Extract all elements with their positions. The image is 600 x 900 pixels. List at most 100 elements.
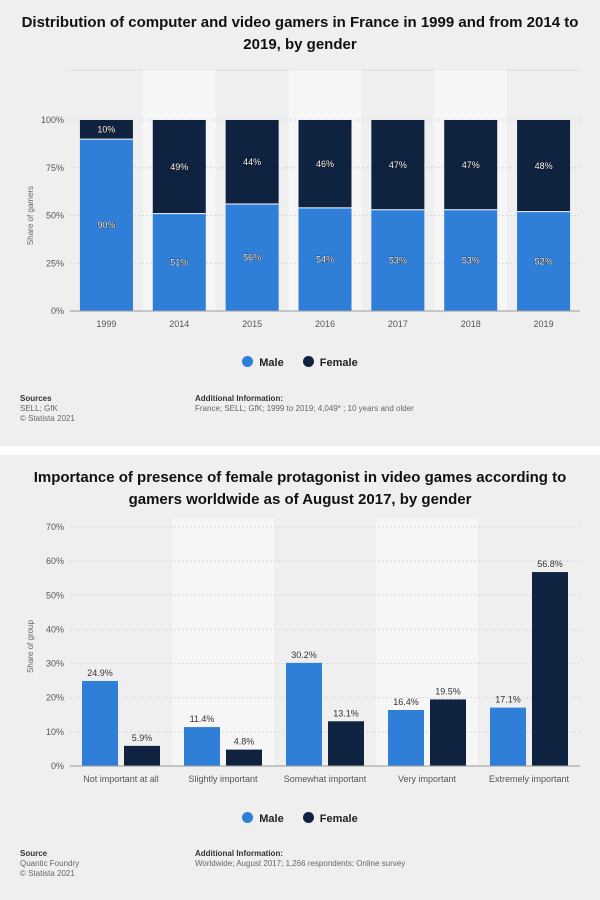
y-tick-label: 20% <box>46 693 64 703</box>
data-label-male: 53% <box>462 255 480 265</box>
bar-male <box>82 680 118 766</box>
bar-female <box>226 749 262 766</box>
bar-female-1999 <box>79 120 133 140</box>
legend: Male Female <box>0 812 600 825</box>
legend-swatch-male <box>242 812 254 823</box>
legend-swatch-female <box>302 356 314 367</box>
sources-heading: Source <box>20 849 48 858</box>
legend-label-male: Male <box>259 813 284 825</box>
legend-item-male[interactable]: Male <box>242 812 284 825</box>
x-tick-label: 2016 <box>315 319 335 329</box>
data-label-male: 51% <box>170 257 188 267</box>
panel-divider <box>0 446 600 455</box>
legend-item-male[interactable]: Male <box>242 356 284 369</box>
data-label-male: 24.9% <box>87 668 113 678</box>
x-tick-label: 2018 <box>461 319 481 329</box>
grouped-bar-chart: 0% 10% 20% 30% 40% 50% 60% 70% Share of group 24.… <box>26 519 580 784</box>
y-tick-label: 30% <box>46 659 64 669</box>
bar-female <box>532 572 568 766</box>
sources-block: Sources SELL; GfK © Statista 2021 <box>20 394 75 424</box>
legend-label-male: Male <box>259 357 284 369</box>
sources-block: Source Quantic Foundry © Statista 2021 <box>20 849 79 879</box>
data-label-female: 10% <box>97 125 115 135</box>
x-tick-label: 2019 <box>534 319 554 329</box>
data-label-female: 13.1% <box>333 708 359 718</box>
additional-info-heading: Additional Information: <box>195 394 283 403</box>
bar-male-1999 <box>79 139 133 311</box>
additional-info-heading: Additional Information: <box>195 849 283 858</box>
data-label-female: 49% <box>170 162 188 172</box>
data-label-male: 90% <box>97 220 115 230</box>
data-label-male: 52% <box>535 256 553 266</box>
x-tick-label: 2014 <box>169 319 189 329</box>
bar-female <box>430 699 466 766</box>
bar-female-2015 <box>225 120 279 205</box>
data-label-male: 54% <box>316 254 334 264</box>
bar-male-2014 <box>152 213 206 311</box>
additional-info-text: France; SELL; GfK; 1999 to 2019; 4,049* … <box>195 404 414 413</box>
data-label-male: 56% <box>243 253 261 263</box>
legend-label-female: Female <box>319 813 358 825</box>
chart-panel-female-protagonist: Importance of presence of female protago… <box>0 455 600 900</box>
data-label-female: 5.9% <box>132 733 153 743</box>
y-tick-label: 50% <box>46 211 64 221</box>
sources-line: SELL; GfK <box>20 404 58 413</box>
column-band <box>172 519 274 766</box>
data-label-female: 56.8% <box>537 559 563 569</box>
legend-swatch-male <box>242 356 254 367</box>
bar-female-2014 <box>152 120 206 214</box>
x-tick-label: 2015 <box>242 319 262 329</box>
x-tick-label: 2017 <box>388 319 408 329</box>
x-tick-label: Not important at all <box>83 774 159 784</box>
chart-title: Distribution of computer and video gamer… <box>21 14 579 53</box>
data-label-male: 17.1% <box>495 695 521 705</box>
y-tick-label: 60% <box>46 556 64 566</box>
sources-heading: Sources <box>20 394 52 403</box>
y-tick-label: 70% <box>46 522 64 532</box>
y-axis-label: Share of gamers <box>26 186 35 245</box>
data-label-female: 46% <box>316 159 334 169</box>
bar-female-2018 <box>444 120 498 210</box>
bar-male <box>286 662 322 766</box>
data-label-female: 4.8% <box>234 737 255 747</box>
sources-line[interactable]: © Statista 2021 <box>20 869 75 878</box>
x-tick-label: Slightly important <box>188 774 258 784</box>
y-tick-label: 0% <box>51 306 64 316</box>
x-tick-label: 1999 <box>96 319 116 329</box>
data-label-female: 44% <box>243 157 261 167</box>
bar-male <box>184 727 220 766</box>
y-tick-label: 75% <box>46 163 64 173</box>
additional-info-text: Worldwide; August 2017; 1,266 respondent… <box>195 859 406 868</box>
y-tick-label: 40% <box>46 624 64 634</box>
bar-male <box>388 710 424 766</box>
bar-female-2016 <box>298 120 352 208</box>
legend: Male Female <box>0 356 600 369</box>
x-tick-label: Extremely important <box>489 774 570 784</box>
y-tick-label: 50% <box>46 590 64 600</box>
bar-male-2018 <box>444 209 498 311</box>
y-tick-label: 25% <box>46 258 64 268</box>
bar-male-2016 <box>298 207 352 311</box>
y-tick-label: 100% <box>41 115 64 125</box>
y-tick-label: 10% <box>46 727 64 737</box>
data-label-male: 30.2% <box>291 650 317 660</box>
legend-item-female[interactable]: Female <box>302 356 358 369</box>
data-label-female: 48% <box>535 161 553 171</box>
legend-item-female[interactable]: Female <box>302 812 358 825</box>
additional-info-block: Additional Information: France; SELL; Gf… <box>195 394 414 414</box>
stacked-bar-chart: 0% 25% 50% 75% 100% Share of gamers 90% 10% 1999… <box>26 69 580 329</box>
bar-male-2015 <box>225 204 279 311</box>
y-tick-label: 0% <box>51 761 64 771</box>
bar-female <box>124 745 160 766</box>
data-label-female: 19.5% <box>435 686 461 696</box>
bar-male-2017 <box>371 209 425 311</box>
data-label-male: 11.4% <box>190 714 215 724</box>
additional-info-block: Additional Information: Worldwide; Augus… <box>195 849 405 869</box>
data-label-male: 53% <box>389 255 407 265</box>
sources-line[interactable]: © Statista 2021 <box>20 414 75 423</box>
x-tick-label: Very important <box>398 774 457 784</box>
data-label-female: 47% <box>389 160 407 170</box>
bar-female <box>328 721 364 766</box>
y-axis-label: Share of group <box>26 619 35 672</box>
bar-male <box>490 707 526 766</box>
